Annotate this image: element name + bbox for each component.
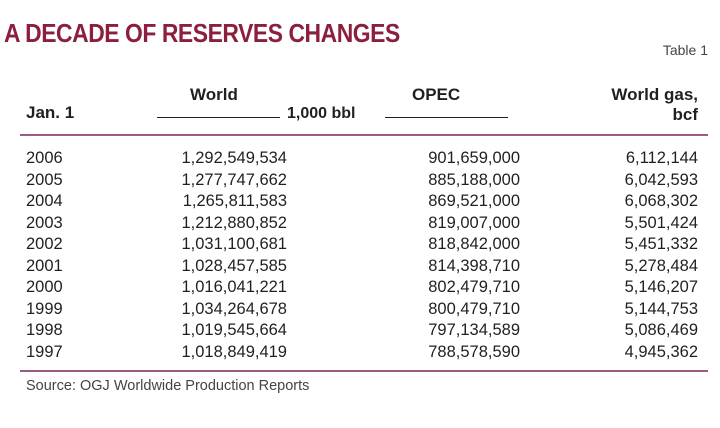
table-row: 2001 1,028,457,585 814,398,710 5,278,484	[0, 256, 720, 278]
table-row: 1998 1,019,545,664 797,134,589 5,086,469	[0, 320, 720, 342]
table-row: 2006 1,292,549,534 901,659,000 6,112,144	[0, 148, 720, 170]
cell-opec: 819,007,000	[428, 213, 520, 232]
cell-year: 2005	[26, 170, 63, 189]
cell-gas: 5,451,332	[624, 235, 698, 253]
cell-world: 1,018,849,419	[181, 342, 287, 361]
cell-gas: 6,068,302	[624, 192, 698, 210]
cell-world: 1,019,545,664	[181, 321, 287, 339]
column-header-opec: OPEC	[412, 85, 461, 104]
cell-opec: 869,521,000	[428, 192, 520, 210]
table-body: 2006 1,292,549,534 901,659,000 6,112,144…	[0, 148, 720, 363]
cell-year: 2002	[26, 235, 63, 253]
cell-world: 1,212,880,852	[181, 213, 287, 232]
table-row: 1999 1,034,264,678 800,479,710 5,144,753	[0, 299, 720, 321]
unit-span-line-left	[157, 117, 280, 118]
column-header-year: Jan. 1	[26, 103, 75, 122]
cell-year: 2004	[26, 192, 63, 210]
cell-world: 1,034,264,678	[181, 299, 287, 318]
cell-year: 2006	[26, 149, 63, 167]
cell-gas: 5,146,207	[624, 278, 698, 296]
cell-opec: 802,479,710	[428, 278, 520, 296]
table-row: 2003 1,212,880,852 819,007,000 5,501,424	[0, 213, 720, 235]
cell-opec: 885,188,000	[428, 170, 520, 189]
footer-divider	[20, 370, 708, 372]
cell-year: 2001	[26, 256, 63, 275]
cell-opec: 788,578,590	[428, 342, 520, 361]
table-row: 2000 1,016,041,221 802,479,710 5,146,207	[0, 277, 720, 299]
cell-opec: 901,659,000	[428, 149, 520, 167]
cell-gas: 4,945,362	[624, 342, 698, 361]
unit-span-line-right	[385, 117, 508, 118]
cell-opec: 800,479,710	[428, 299, 520, 318]
cell-world: 1,028,457,585	[181, 256, 287, 275]
column-header-world-gas: World gas, bcf	[560, 85, 698, 124]
cell-world: 1,031,100,681	[181, 235, 287, 253]
cell-year: 2000	[26, 278, 63, 296]
table-row: 2004 1,265,811,583 869,521,000 6,068,302	[0, 191, 720, 213]
cell-opec: 797,134,589	[428, 321, 520, 339]
column-header-world-gas-line2: bcf	[672, 104, 699, 124]
cell-year: 1998	[26, 321, 63, 339]
cell-gas: 6,112,144	[625, 149, 698, 167]
cell-opec: 818,842,000	[428, 235, 520, 253]
header-divider	[20, 134, 708, 136]
cell-gas: 6,042,593	[624, 170, 698, 189]
table-title: A DECADE OF RESERVES CHANGES	[4, 18, 400, 48]
table-row: 2005 1,277,747,662 885,188,000 6,042,593	[0, 170, 720, 192]
cell-world: 1,016,041,221	[181, 278, 287, 296]
cell-year: 2003	[26, 213, 63, 232]
cell-gas: 5,501,424	[624, 213, 698, 232]
table-row: 1997 1,018,849,419 788,578,590 4,945,362	[0, 342, 720, 364]
column-header-world: World	[190, 85, 238, 104]
cell-world: 1,265,811,583	[182, 192, 287, 210]
cell-year: 1997	[26, 342, 63, 361]
column-header-world-gas-line1: World gas,	[611, 85, 698, 104]
cell-gas: 5,144,753	[624, 299, 698, 318]
cell-opec: 814,398,710	[428, 256, 520, 275]
unit-label: 1,000 bbl	[287, 105, 356, 122]
source-note: Source: OGJ Worldwide Production Reports	[26, 378, 310, 394]
cell-world: 1,277,747,662	[181, 170, 287, 189]
cell-year: 1999	[26, 299, 63, 318]
cell-gas: 5,278,484	[624, 256, 698, 275]
cell-world: 1,292,549,534	[181, 149, 287, 167]
table-number-label: Table 1	[662, 42, 708, 58]
table-row: 2002 1,031,100,681 818,842,000 5,451,332	[0, 234, 720, 256]
cell-gas: 5,086,469	[624, 321, 698, 339]
